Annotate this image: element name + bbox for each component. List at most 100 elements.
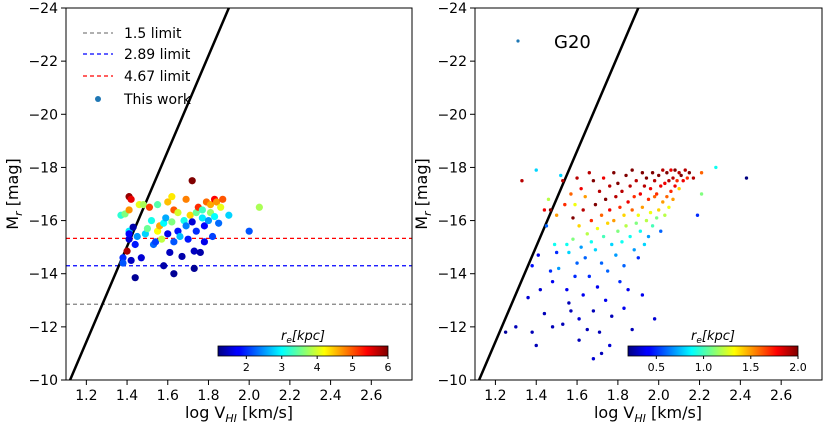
y-tick-label: −10 xyxy=(28,373,58,389)
right-colorbar: re[kpc] 0.5 1.0 1.5 2.0 xyxy=(627,329,807,374)
data-point xyxy=(614,253,618,257)
data-point xyxy=(657,208,661,212)
data-point xyxy=(677,171,681,175)
data-point xyxy=(534,168,538,172)
colorbar-tick-label: 1.0 xyxy=(695,361,713,374)
data-point xyxy=(620,189,624,194)
data-point xyxy=(158,235,166,243)
data-point xyxy=(125,235,133,243)
left-x-ticks: 1.2 1.4 1.6 1.8 2.0 2.2 2.4 2.6 xyxy=(75,380,383,404)
data-point xyxy=(699,171,704,175)
data-point xyxy=(166,248,174,257)
data-point xyxy=(561,322,565,326)
data-point xyxy=(520,179,524,183)
data-point xyxy=(225,211,233,219)
data-point xyxy=(561,179,565,183)
left-colorbar-gradient xyxy=(217,345,389,357)
data-point xyxy=(174,209,182,217)
data-point xyxy=(119,259,127,267)
data-point xyxy=(137,254,145,262)
data-point xyxy=(640,205,645,209)
left-data-points xyxy=(117,177,263,282)
data-point xyxy=(182,222,190,230)
x-tick-label: 1.8 xyxy=(607,388,629,404)
data-point xyxy=(577,317,581,321)
data-point xyxy=(184,235,192,243)
data-point xyxy=(618,205,622,209)
data-point xyxy=(667,205,671,209)
data-point xyxy=(612,171,616,175)
data-point xyxy=(160,262,168,270)
data-point xyxy=(133,232,141,241)
data-point xyxy=(616,229,620,233)
data-point xyxy=(139,201,147,209)
data-point xyxy=(636,256,640,260)
data-point xyxy=(599,213,604,217)
y-tick-label: −24 xyxy=(28,1,58,17)
data-point xyxy=(127,195,135,203)
data-point xyxy=(162,214,170,222)
data-point xyxy=(681,179,685,183)
left-grid-lines xyxy=(66,8,412,380)
data-point xyxy=(699,192,704,196)
left-colorbar: re[kpc] 2 3 4 5 6 xyxy=(217,329,392,374)
data-point xyxy=(652,317,657,321)
data-point xyxy=(577,338,581,342)
data-point xyxy=(636,213,640,217)
data-point xyxy=(665,194,669,199)
data-point xyxy=(622,264,626,268)
left-x-axis-label: log VHI [km/s] xyxy=(185,403,293,425)
left-y-axis-label: Mr [mag] xyxy=(3,158,25,229)
data-point xyxy=(663,213,667,217)
data-point xyxy=(608,184,612,188)
x-tick-label: 1.6 xyxy=(566,388,588,404)
data-point xyxy=(628,234,632,239)
data-point xyxy=(646,234,651,239)
data-point xyxy=(151,238,160,246)
data-point xyxy=(599,351,604,356)
data-point xyxy=(624,224,628,228)
data-point xyxy=(123,247,131,255)
data-point xyxy=(683,168,687,172)
data-point xyxy=(634,221,638,225)
data-point xyxy=(514,325,518,329)
data-point xyxy=(685,176,689,180)
data-point xyxy=(587,171,592,175)
data-point xyxy=(569,309,573,313)
right-y-ticks: −24 −22 −20 −18 −16 −14 −12 −10 xyxy=(437,1,475,389)
data-point xyxy=(567,301,571,305)
data-point xyxy=(567,250,571,255)
y-tick-label: −18 xyxy=(437,160,467,176)
data-point xyxy=(581,293,585,297)
data-point xyxy=(538,287,543,292)
data-point xyxy=(571,237,575,241)
y-tick-label: −10 xyxy=(437,373,467,389)
data-point xyxy=(605,269,610,273)
data-point xyxy=(544,224,549,228)
data-point xyxy=(200,222,208,230)
colorbar-tick-label: 2 xyxy=(243,361,250,374)
x-tick-label: 2.6 xyxy=(360,388,382,404)
data-point xyxy=(129,223,137,231)
y-tick-label: −20 xyxy=(28,107,58,123)
data-point xyxy=(644,176,649,180)
data-point xyxy=(677,186,681,191)
x-tick-label: 1.8 xyxy=(197,388,219,404)
data-point xyxy=(571,216,575,220)
y-tick-label: −22 xyxy=(28,54,58,70)
data-point xyxy=(178,252,186,261)
data-point xyxy=(585,327,589,332)
y-tick-label: −12 xyxy=(437,320,467,336)
data-point xyxy=(131,274,139,282)
data-point xyxy=(628,184,632,188)
data-point xyxy=(204,216,213,225)
data-point xyxy=(620,240,624,244)
data-point xyxy=(673,168,677,172)
data-point xyxy=(550,325,555,329)
data-point xyxy=(164,198,172,206)
data-point xyxy=(119,254,127,262)
data-point xyxy=(597,189,602,194)
data-point xyxy=(622,213,626,217)
data-point xyxy=(153,201,162,209)
